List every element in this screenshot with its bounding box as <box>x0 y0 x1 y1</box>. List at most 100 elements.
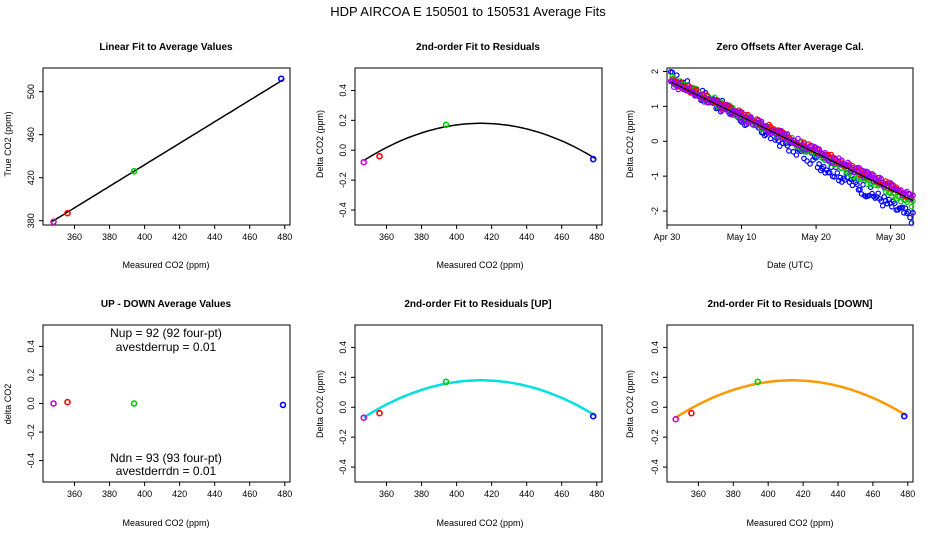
panel-up-down: UP - DOWN Average Values Measured CO2 (p… <box>3 299 292 528</box>
y-tick-label: 0.0 <box>338 144 348 157</box>
y-tick-label: 0.4 <box>338 84 348 97</box>
data-point <box>672 415 680 423</box>
series-point <box>867 184 874 191</box>
series-point <box>673 78 680 85</box>
x-tick-label: 420 <box>484 232 499 242</box>
x-tick-label: 380 <box>726 489 741 499</box>
data-point <box>277 75 285 83</box>
panel-title: Linear Fit to Average Values <box>99 42 233 53</box>
panel-title: 2nd-order Fit to Residuals [DOWN] <box>708 299 873 310</box>
data-point <box>589 155 597 163</box>
series-point <box>804 158 810 164</box>
series-point <box>837 174 844 181</box>
data-point <box>900 412 908 420</box>
x-axis-label: Measured CO2 (ppm) <box>436 518 523 528</box>
x-tick-label: 380 <box>414 489 429 499</box>
x-tick-label: 360 <box>67 489 82 499</box>
series-point <box>778 127 785 134</box>
y-axis-label: delta CO2 <box>3 384 13 425</box>
plot-frame <box>354 67 603 226</box>
annotation-ndn: Ndn = 93 (93 four-pt) <box>110 451 222 465</box>
series-point <box>908 220 915 226</box>
series-point <box>813 155 819 161</box>
series-point <box>822 149 828 156</box>
panel-zero-offsets: Zero Offsets After Average Cal. Date (UT… <box>625 42 916 270</box>
x-tick-label: 420 <box>484 489 499 499</box>
y-tick-label: 380 <box>26 213 36 228</box>
data-point <box>442 378 450 386</box>
series-point <box>795 135 801 142</box>
data-point <box>360 158 368 166</box>
plot-frame <box>666 324 914 483</box>
panel-title: UP - DOWN Average Values <box>101 299 232 310</box>
y-tick-label: 0.2 <box>338 371 348 384</box>
x-tick-label: 380 <box>414 232 429 242</box>
data-point <box>64 398 71 406</box>
x-axis-label: Measured CO2 (ppm) <box>436 260 523 270</box>
y-tick-label: -0.4 <box>650 459 660 475</box>
series-point <box>875 174 881 181</box>
fit-line <box>363 122 596 162</box>
y-tick-label: 0.2 <box>650 371 660 384</box>
annotation-nup: Nup = 92 (92 four-pt) <box>110 326 222 340</box>
x-tick-label: 480 <box>589 232 604 242</box>
series-point <box>864 181 871 188</box>
y-tick-label: -0.2 <box>26 424 36 440</box>
data-point <box>754 378 762 386</box>
x-tick-label: 380 <box>102 489 117 499</box>
data-point <box>50 218 57 226</box>
series-point <box>898 187 904 193</box>
x-tick-label: May 30 <box>876 232 906 242</box>
data-point <box>360 414 368 422</box>
series-point <box>889 204 895 210</box>
series-point <box>801 141 807 147</box>
series-point <box>860 181 866 188</box>
data-point <box>688 409 695 417</box>
y-tick-label: 1 <box>650 104 660 109</box>
x-tick-label: 420 <box>172 489 187 499</box>
x-tick-label: 360 <box>691 489 706 499</box>
x-tick-label: 400 <box>449 232 464 242</box>
plot-frame <box>42 67 291 226</box>
y-tick-label: -0.4 <box>338 202 348 218</box>
x-tick-label: 440 <box>830 489 845 499</box>
y-tick-label: 0 <box>650 139 660 144</box>
y-tick-label: -0.2 <box>338 429 348 445</box>
series-point <box>758 118 765 125</box>
x-axis-label: Date (UTC) <box>767 260 813 270</box>
series-point <box>745 119 751 126</box>
x-tick-label: 460 <box>554 232 569 242</box>
x-tick-label: 420 <box>172 232 187 242</box>
x-tick-label: 480 <box>589 489 604 499</box>
series-point <box>739 109 745 115</box>
x-axis-label: Measured CO2 (ppm) <box>122 260 209 270</box>
panel-title: 2nd-order Fit to Residuals <box>416 42 540 53</box>
y-tick-label: 0.2 <box>26 369 36 382</box>
data-point <box>64 209 71 217</box>
x-tick-label: 360 <box>379 232 394 242</box>
x-tick-label: 400 <box>137 232 152 242</box>
series-point <box>826 169 833 176</box>
y-axis-label: Delta CO2 (ppm) <box>315 370 325 438</box>
panel-residual-fit-down: 2nd-order Fit to Residuals [DOWN] Measur… <box>625 299 915 528</box>
x-tick-label: 400 <box>449 489 464 499</box>
trend-line <box>670 81 914 202</box>
y-tick-label: 0.4 <box>338 341 348 354</box>
series-point <box>869 170 875 177</box>
series-point <box>790 149 797 155</box>
annotation-avestderrup: avestderrup = 0.01 <box>116 340 217 354</box>
x-tick-label: 480 <box>900 489 915 499</box>
series-point <box>846 179 853 185</box>
x-tick-label: 380 <box>102 232 117 242</box>
series-point <box>784 131 791 137</box>
series-point <box>719 107 726 114</box>
x-tick-label: 400 <box>137 489 152 499</box>
x-tick-label: 480 <box>277 489 292 499</box>
data-point <box>130 167 138 175</box>
y-tick-label: -2 <box>650 207 660 215</box>
plot-frame <box>354 324 603 483</box>
x-tick-label: May 10 <box>727 232 757 242</box>
x-tick-label: 460 <box>865 489 880 499</box>
series-point <box>786 148 792 154</box>
x-tick-label: 480 <box>277 232 292 242</box>
